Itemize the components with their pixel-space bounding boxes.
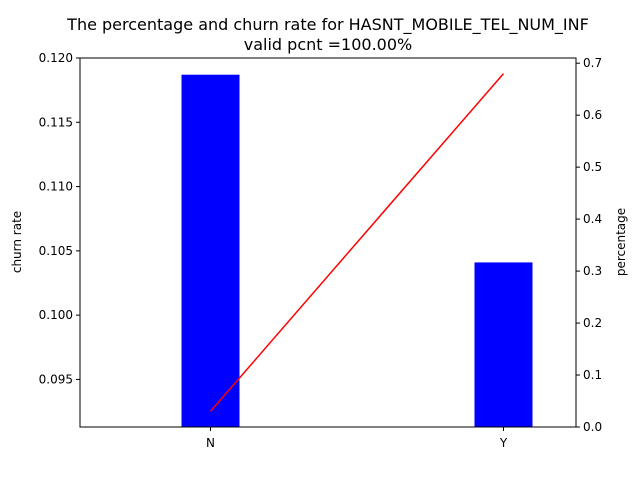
left-tick-label: 0.120 bbox=[39, 51, 73, 65]
right-tick-label: 0.5 bbox=[583, 160, 602, 174]
right-tick-label: 0.4 bbox=[583, 212, 602, 226]
plot-frame bbox=[79, 57, 577, 428]
percentage-line bbox=[209, 73, 505, 412]
left-axis-label: churn rate bbox=[10, 211, 24, 273]
x-tick-label: Y bbox=[499, 436, 508, 450]
left-tick-label: 0.115 bbox=[39, 115, 73, 129]
bar-n bbox=[181, 74, 240, 427]
right-tick-label: 0.0 bbox=[583, 420, 602, 434]
bar-y bbox=[474, 262, 533, 427]
chart-title: The percentage and churn rate for HASNT_… bbox=[66, 15, 589, 35]
left-tick-label: 0.110 bbox=[39, 180, 73, 194]
right-tick-label: 0.1 bbox=[583, 368, 602, 382]
left-tick-label: 0.100 bbox=[39, 308, 73, 322]
left-tick-label: 0.105 bbox=[39, 244, 73, 258]
left-tick-label: 0.095 bbox=[39, 372, 73, 386]
right-tick-label: 0.3 bbox=[583, 264, 602, 278]
right-tick-label: 0.6 bbox=[583, 108, 602, 122]
right-axis-label: percentage bbox=[614, 208, 628, 276]
right-tick-label: 0.2 bbox=[583, 316, 602, 330]
chart-subtitle: valid pcnt =100.00% bbox=[244, 35, 412, 54]
right-tick-label: 0.7 bbox=[583, 56, 602, 70]
x-tick-label: N bbox=[206, 436, 215, 450]
